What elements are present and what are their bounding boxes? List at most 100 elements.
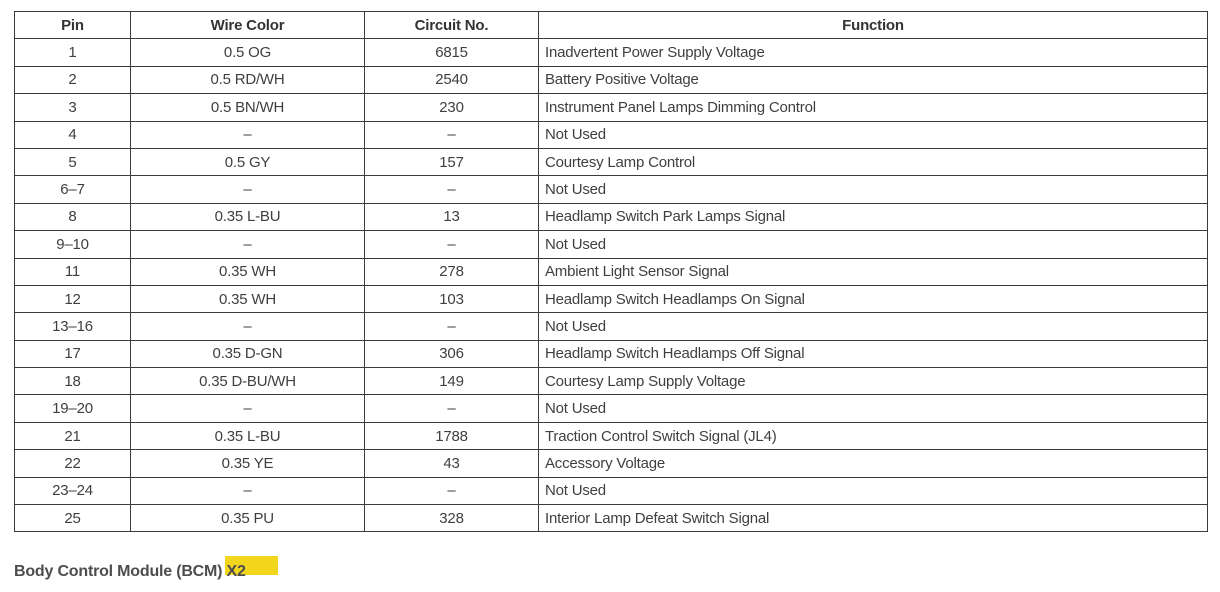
column-header-function: Function [538, 10, 1208, 40]
table-body: 1 0.5 OG 6815 Inadvertent Power Supply V… [14, 38, 1208, 533]
cell-wire-color: 0.5 BN/WH [130, 93, 365, 122]
cell-pin: 5 [14, 147, 131, 177]
table-row: 13–16 – – Not Used [14, 312, 1208, 341]
cell-pin: 3 [14, 93, 131, 122]
cell-wire-color: 0.5 OG [130, 38, 365, 67]
table-row: 3 0.5 BN/WH 230 Instrument Panel Lamps D… [14, 93, 1208, 122]
cell-circuit-no: 230 [364, 93, 539, 122]
cell-function: Courtesy Lamp Control [538, 147, 1208, 177]
cell-circuit-no: – [364, 476, 539, 506]
column-header-pin: Pin [14, 10, 131, 40]
cell-pin: 22 [14, 449, 131, 478]
cell-pin: 2 [14, 65, 131, 95]
cell-wire-color: 0.35 PU [130, 504, 365, 533]
cell-pin: 11 [14, 257, 131, 286]
cell-wire-color: 0.35 D-GN [130, 339, 365, 369]
cell-wire-color: 0.35 L-BU [130, 421, 365, 451]
cell-wire-color: 0.35 L-BU [130, 202, 365, 232]
caption-highlighted-connector-id: X2 [226, 563, 246, 580]
table-row: 2 0.5 RD/WH 2540 Battery Positive Voltag… [14, 65, 1208, 95]
caption-text: Body Control Module (BCM) [14, 563, 227, 580]
table-row: 18 0.35 D-BU/WH 149 Courtesy Lamp Supply… [14, 367, 1208, 396]
cell-pin: 4 [14, 120, 131, 149]
table-row: 11 0.35 WH 278 Ambient Light Sensor Sign… [14, 257, 1208, 286]
cell-circuit-no: 43 [364, 449, 539, 478]
table-row: 17 0.35 D-GN 306 Headlamp Switch Headlam… [14, 339, 1208, 369]
table-row: 21 0.35 L-BU 1788 Traction Control Switc… [14, 421, 1208, 451]
cell-wire-color: 0.5 RD/WH [130, 65, 365, 95]
cell-wire-color: 0.35 WH [130, 257, 365, 286]
cell-wire-color: 0.35 WH [130, 284, 365, 314]
cell-pin: 25 [14, 504, 131, 533]
cell-circuit-no: 149 [364, 367, 539, 396]
cell-function: Instrument Panel Lamps Dimming Control [538, 93, 1208, 122]
cell-circuit-no: 6815 [364, 38, 539, 67]
table-row: 4 – – Not Used [14, 120, 1208, 149]
cell-pin: 8 [14, 202, 131, 232]
cell-function: Traction Control Switch Signal (JL4) [538, 421, 1208, 451]
cell-circuit-no: 103 [364, 284, 539, 314]
table-header-row: Pin Wire Color Circuit No. Function [14, 10, 1208, 40]
cell-wire-color: – [130, 120, 365, 149]
table-caption: Body Control Module (BCM) X2 [14, 563, 246, 581]
cell-function: Inadvertent Power Supply Voltage [538, 38, 1208, 67]
table-row: 12 0.35 WH 103 Headlamp Switch Headlamps… [14, 284, 1208, 314]
cell-pin: 9–10 [14, 230, 131, 259]
cell-pin: 18 [14, 367, 131, 396]
cell-wire-color: – [130, 312, 365, 341]
cell-pin: 19–20 [14, 394, 131, 423]
table-row: 25 0.35 PU 328 Interior Lamp Defeat Swit… [14, 504, 1208, 533]
cell-function: Not Used [538, 175, 1208, 204]
table-row: 8 0.35 L-BU 13 Headlamp Switch Park Lamp… [14, 202, 1208, 232]
cell-pin: 12 [14, 284, 131, 314]
cell-circuit-no: 13 [364, 202, 539, 232]
cell-function: Headlamp Switch Headlamps On Signal [538, 284, 1208, 314]
table-row: 5 0.5 GY 157 Courtesy Lamp Control [14, 147, 1208, 177]
bcm-x2-pinout-table: Pin Wire Color Circuit No. Function 1 0.… [14, 10, 1208, 533]
cell-circuit-no: – [364, 230, 539, 259]
cell-function: Not Used [538, 394, 1208, 423]
cell-circuit-no: 2540 [364, 65, 539, 95]
table-row: 22 0.35 YE 43 Accessory Voltage [14, 449, 1208, 478]
table-row: 9–10 – – Not Used [14, 230, 1208, 259]
cell-pin: 17 [14, 339, 131, 369]
cell-pin: 21 [14, 421, 131, 451]
cell-wire-color: – [130, 394, 365, 423]
cell-function: Battery Positive Voltage [538, 65, 1208, 95]
cell-pin: 1 [14, 38, 131, 67]
table-row: 23–24 – – Not Used [14, 476, 1208, 506]
cell-circuit-no: – [364, 394, 539, 423]
cell-pin: 6–7 [14, 175, 131, 204]
cell-function: Ambient Light Sensor Signal [538, 257, 1208, 286]
cell-circuit-no: 328 [364, 504, 539, 533]
cell-circuit-no: 278 [364, 257, 539, 286]
column-header-circuit-no: Circuit No. [364, 10, 539, 40]
cell-function: Headlamp Switch Headlamps Off Signal [538, 339, 1208, 369]
cell-circuit-no: 1788 [364, 421, 539, 451]
table-row: 6–7 – – Not Used [14, 175, 1208, 204]
cell-wire-color: 0.35 YE [130, 449, 365, 478]
cell-circuit-no: – [364, 312, 539, 341]
cell-function: Not Used [538, 120, 1208, 149]
cell-function: Headlamp Switch Park Lamps Signal [538, 202, 1208, 232]
cell-circuit-no: – [364, 175, 539, 204]
column-header-wire-color: Wire Color [130, 10, 365, 40]
cell-circuit-no: 157 [364, 147, 539, 177]
cell-pin: 13–16 [14, 312, 131, 341]
cell-wire-color: 0.5 GY [130, 147, 365, 177]
cell-circuit-no: – [364, 120, 539, 149]
cell-wire-color: – [130, 476, 365, 506]
cell-function: Not Used [538, 476, 1208, 506]
cell-function: Interior Lamp Defeat Switch Signal [538, 504, 1208, 533]
cell-function: Not Used [538, 312, 1208, 341]
cell-wire-color: 0.35 D-BU/WH [130, 367, 365, 396]
cell-wire-color: – [130, 175, 365, 204]
cell-function: Courtesy Lamp Supply Voltage [538, 367, 1208, 396]
cell-function: Not Used [538, 230, 1208, 259]
cell-wire-color: – [130, 230, 365, 259]
table-row: 1 0.5 OG 6815 Inadvertent Power Supply V… [14, 38, 1208, 67]
cell-function: Accessory Voltage [538, 449, 1208, 478]
cell-circuit-no: 306 [364, 339, 539, 369]
cell-pin: 23–24 [14, 476, 131, 506]
table-row: 19–20 – – Not Used [14, 394, 1208, 423]
